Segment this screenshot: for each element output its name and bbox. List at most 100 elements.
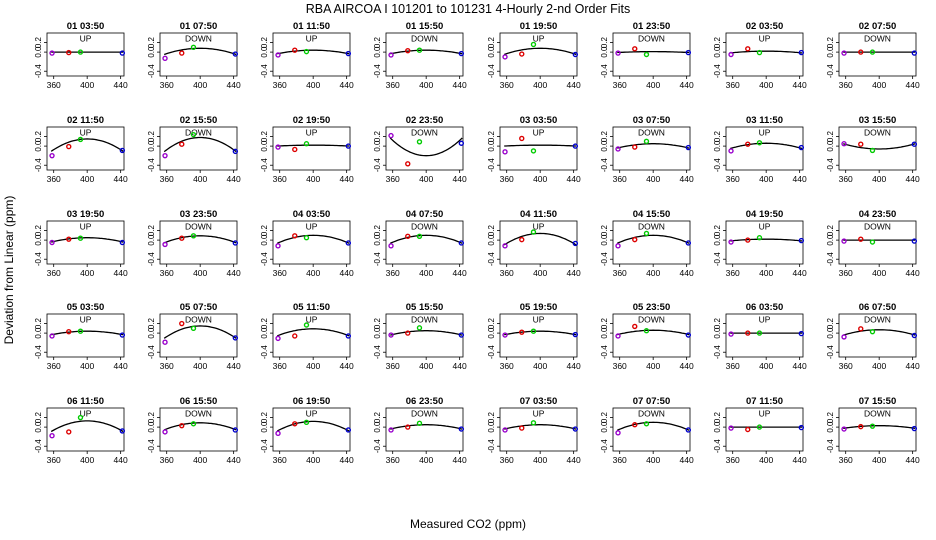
panel-title: 06 07:50 (859, 302, 897, 313)
data-point (841, 334, 847, 340)
data-point (292, 47, 298, 53)
panel-title: 02 03:50 (746, 21, 784, 32)
panel-title: 03 15:50 (859, 115, 897, 126)
data-point (615, 50, 621, 56)
data-point (77, 49, 84, 55)
panel-frame (385, 126, 464, 171)
data-point (502, 243, 508, 249)
data-point (388, 332, 394, 338)
data-point (685, 240, 692, 246)
data-point (519, 135, 525, 142)
panel: 03 19:50 UP 360 400 440 -0.4 0.00.2 (34, 209, 128, 278)
data-point (162, 241, 168, 248)
data-point (798, 330, 805, 337)
y-tick-label: 0.2 (826, 411, 835, 423)
x-tick-label: 360 (839, 80, 853, 90)
data-point (869, 147, 876, 154)
x-tick-label: 440 (906, 80, 920, 90)
x-tick-label: 400 (419, 361, 433, 371)
x-tick-label: 360 (47, 361, 61, 371)
data-point (162, 55, 168, 62)
x-tick-label: 360 (160, 174, 174, 184)
data-point (162, 429, 168, 435)
data-point (632, 46, 638, 52)
panel-direction: UP (533, 128, 545, 138)
x-tick-label: 440 (114, 80, 128, 90)
y-tick-label: 0.2 (487, 224, 496, 236)
y-tick-label: -0.4 (487, 345, 496, 359)
data-point (502, 54, 508, 60)
fit-curve (163, 47, 237, 56)
panel-title: 05 11:50 (293, 302, 330, 313)
y-tick-label: 0.2 (147, 130, 156, 142)
data-point (530, 41, 537, 48)
data-point (756, 424, 763, 430)
y-tick-label: -0.4 (713, 252, 722, 266)
y-tick-label: 0.0 (260, 327, 269, 339)
x-tick-label: 440 (227, 361, 241, 371)
data-point (119, 332, 126, 338)
y-tick-label: -0.4 (373, 158, 382, 172)
data-point (388, 132, 394, 139)
x-tick-label: 440 (793, 174, 807, 184)
panel-title: 07 03:50 (520, 396, 558, 407)
x-tick-label: 360 (839, 174, 853, 184)
data-point (345, 240, 352, 246)
x-tick-label: 360 (386, 455, 400, 465)
data-point (632, 144, 638, 150)
x-tick-label: 400 (533, 268, 547, 278)
y-tick-label: -0.4 (260, 64, 269, 78)
x-tick-label: 360 (160, 80, 174, 90)
data-point (519, 51, 525, 57)
y-tick-label: 0.0 (373, 234, 382, 246)
y-tick-label: 0.2 (34, 411, 43, 423)
data-point (119, 239, 126, 246)
data-point (388, 427, 394, 433)
data-point (49, 433, 55, 439)
fit-curve (390, 49, 463, 55)
y-tick-label: 0.0 (34, 140, 43, 152)
data-point (303, 322, 310, 328)
panel-title: 03 11:50 (746, 115, 783, 126)
data-point (49, 50, 55, 56)
x-tick-label: 360 (726, 174, 740, 184)
panel-direction: UP (533, 409, 545, 419)
x-tick-label: 440 (114, 268, 128, 278)
x-tick-label: 440 (906, 174, 920, 184)
x-tick-label: 360 (839, 268, 853, 278)
data-point (179, 235, 185, 241)
y-tick-label: -0.4 (600, 158, 609, 172)
x-tick-label: 360 (500, 361, 514, 371)
fit-curve (730, 238, 803, 242)
fit-curve (503, 47, 577, 56)
panel-direction: DOWN (411, 34, 438, 44)
fit-curve (50, 420, 124, 433)
panel: 02 19:50 UP 360 400 440 -0.4 0.00.2 (260, 115, 354, 184)
panel-direction: DOWN (185, 128, 212, 138)
panel-title: 05 07:50 (180, 302, 218, 313)
y-tick-label: 0.0 (147, 46, 156, 58)
y-tick-label: 0.2 (147, 224, 156, 236)
y-tick-label: 0.2 (34, 36, 43, 48)
data-point (572, 331, 579, 338)
panel-title: 01 11:50 (293, 21, 330, 32)
data-point (416, 420, 423, 426)
y-tick-label: 0.2 (260, 317, 269, 329)
panel: 04 07:50 DOWN 360 400 440 -0.4 0.00.2 (373, 209, 467, 278)
panel-direction: UP (533, 315, 545, 325)
y-tick-label: 0.0 (713, 46, 722, 58)
panel-direction: DOWN (185, 315, 212, 325)
panel-title: 05 19:50 (520, 302, 558, 313)
data-point (572, 240, 579, 247)
y-tick-label: 0.2 (147, 36, 156, 48)
panel-direction: UP (306, 222, 318, 232)
y-tick-label: -0.4 (147, 345, 156, 359)
panel-direction: DOWN (864, 34, 891, 44)
x-tick-label: 440 (227, 268, 241, 278)
panel: 01 19:50 UP 360 400 440 -0.4 0.00.2 (487, 21, 581, 90)
y-tick-label: 0.2 (487, 130, 496, 142)
x-tick-label: 400 (80, 455, 94, 465)
data-point (49, 333, 55, 339)
y-tick-label: 0.2 (373, 224, 382, 236)
data-point (911, 141, 918, 147)
